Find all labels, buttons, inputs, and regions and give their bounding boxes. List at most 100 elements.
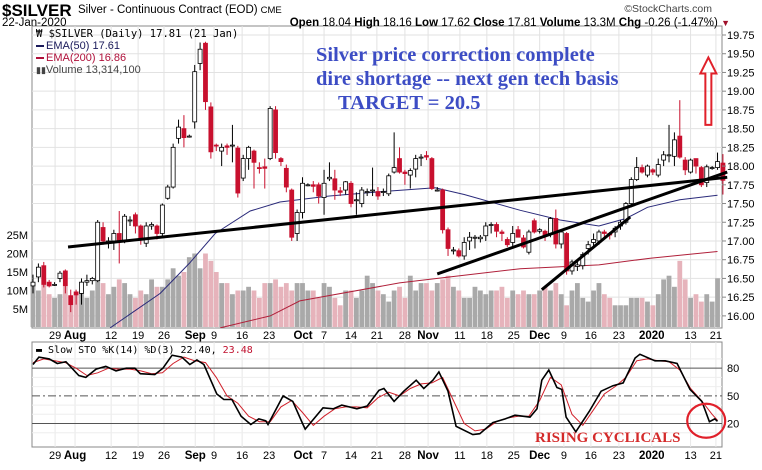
volume-bar — [273, 279, 278, 327]
candle-body — [655, 164, 661, 176]
volume-bar — [143, 294, 149, 327]
volume-bar — [564, 305, 570, 327]
sto-d-line — [32, 356, 718, 432]
candle-body — [41, 265, 47, 285]
candle-body — [52, 284, 57, 286]
volume-bar — [510, 290, 516, 327]
candle-body — [434, 189, 440, 192]
volume-bar — [434, 283, 440, 327]
volume-bar — [230, 294, 235, 327]
date-tick-label: 21 — [710, 330, 722, 342]
candle-body — [418, 156, 424, 159]
volume-bar — [127, 294, 133, 327]
volume-bar — [456, 290, 462, 327]
volume-bar — [467, 297, 472, 327]
volume-bar — [386, 301, 392, 327]
volume-bar — [289, 290, 295, 327]
candle-body — [634, 167, 640, 180]
candle-body — [149, 224, 154, 227]
chg-value: -0.26 (-1.47%) — [644, 17, 718, 29]
legend-ema50-text: EMA(50) 17.61 — [46, 40, 120, 52]
candle-body — [170, 146, 176, 188]
volume-bar — [650, 305, 656, 327]
volume-bar — [348, 290, 354, 327]
volume-bar — [235, 290, 241, 327]
candle-body — [451, 249, 456, 252]
candle-body — [278, 158, 284, 162]
date-tick-label: Oct — [293, 330, 312, 342]
candle-body — [35, 266, 41, 278]
candle-body — [203, 42, 208, 103]
candle-body — [235, 147, 241, 194]
volume-bar — [57, 294, 63, 327]
volume-bar — [203, 253, 208, 327]
volume-bar — [488, 290, 494, 327]
volume-bar — [688, 297, 693, 327]
volume-bar — [451, 286, 456, 327]
high-value: 18.16 — [383, 17, 412, 29]
volume-bar — [176, 275, 181, 327]
volume-bar — [100, 283, 106, 327]
candle-body — [488, 224, 494, 226]
date-tick-label: Nov — [417, 330, 439, 342]
volume-bar — [682, 279, 688, 327]
candle-body — [461, 242, 467, 257]
volume-bar — [46, 294, 52, 327]
candle-body — [230, 144, 235, 147]
volume-bar — [354, 297, 359, 327]
date-tick-label: 23 — [263, 330, 275, 342]
date-tick-label: 12 — [105, 450, 117, 462]
volume-value: 13.3M — [583, 17, 616, 29]
volume-bar — [440, 279, 446, 327]
candle-body — [650, 169, 656, 173]
volume-bar — [111, 286, 117, 327]
date-tick-label: 21 — [371, 330, 383, 342]
date-tick-label: 18 — [481, 450, 493, 462]
volume-bar — [634, 297, 640, 327]
volume-bar — [537, 290, 543, 327]
candle-body — [133, 214, 138, 227]
candle-body — [127, 219, 133, 222]
volume-bar — [35, 290, 41, 327]
candle-body — [116, 233, 122, 242]
volume-bar — [639, 297, 645, 327]
price-tick-label: 18.00 — [727, 161, 755, 173]
low-value: 17.62 — [441, 17, 471, 29]
date-tick-label: 19 — [132, 330, 144, 342]
volume-bar — [122, 283, 128, 327]
candle-body — [585, 244, 591, 249]
sto-tick-label: 50 — [727, 391, 739, 403]
volume-tick-label: 20M — [7, 249, 28, 261]
volume-bar — [343, 290, 349, 327]
candle-body — [84, 280, 90, 283]
volume-bar — [531, 294, 537, 327]
volume-bar — [294, 283, 300, 327]
candle-body — [591, 239, 596, 243]
volume-bar — [181, 272, 187, 327]
volume-bar — [612, 305, 618, 327]
candle-body — [224, 145, 230, 148]
price-tick-label: 17.25 — [727, 217, 755, 229]
price-tick-label: 16.50 — [727, 273, 755, 285]
annotation-line-1: Silver price correction complete — [316, 44, 595, 66]
volume-bar — [165, 279, 171, 327]
candle-body — [397, 158, 402, 173]
candle-body — [467, 236, 472, 242]
volume-bar — [154, 286, 160, 327]
sto-label: Slow STO %K(14) %D(3) 22.40, — [48, 345, 217, 356]
candle-body — [219, 146, 225, 152]
candle-body — [316, 184, 322, 197]
candle-body — [192, 71, 198, 123]
sto-k-line — [32, 353, 719, 436]
date-tick-label: 14 — [345, 450, 357, 462]
sto-tick-label: 20 — [727, 419, 739, 431]
highlight-circle — [686, 402, 727, 439]
candle-body — [370, 189, 375, 192]
candle-body — [186, 135, 192, 138]
volume-bar — [95, 275, 101, 327]
candle-body — [413, 158, 419, 170]
candle-body — [208, 106, 214, 153]
brand-label[interactable]: ©StockCharts.com — [624, 3, 712, 15]
candle-body — [698, 167, 704, 186]
volume-bar — [715, 278, 720, 327]
